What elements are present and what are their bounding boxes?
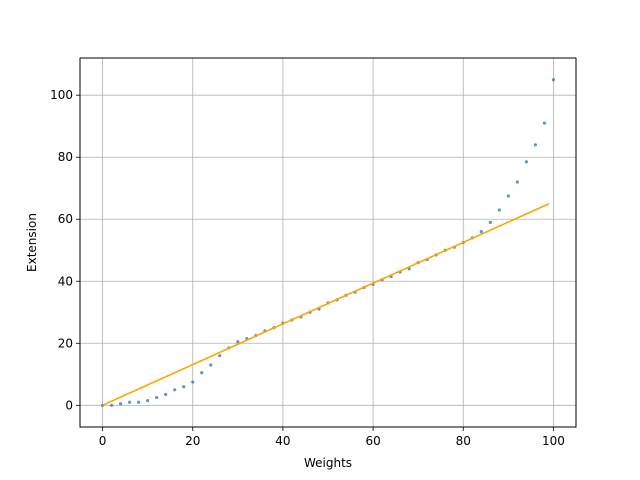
scatter-point [551,78,556,82]
scatter-point [109,403,114,407]
plot-frame [79,57,577,428]
scatter-point [479,230,483,234]
scatter-point [118,402,123,406]
x-tick-label: 20 [185,434,200,448]
scatter-point [155,395,159,400]
scatter-point [506,194,510,198]
scatter-point [542,121,547,125]
x-tick-label: 0 [99,434,107,448]
scatter-point [200,371,204,375]
y-tick-label: 60 [58,212,73,226]
scatter-point [173,388,177,392]
y-tick-label: 20 [58,336,73,350]
scatter-point [128,400,132,404]
scatter-point [209,363,213,367]
scatter-point [164,392,168,397]
scatter-point [236,340,240,344]
x-tick-label: 40 [275,434,290,448]
scatter-point [146,399,150,403]
scatter-point [137,400,141,404]
scatter-point [182,385,186,389]
scatter-point [497,208,501,212]
y-tick-label: 40 [58,274,73,288]
plot-area [100,78,556,407]
y-tick-label: 0 [65,398,73,412]
scatter-point [515,180,519,184]
fit-line [102,203,550,407]
y-tick-label: 100 [50,88,73,102]
x-tick-label: 60 [365,434,380,448]
scatter-point [191,380,195,384]
y-tick-label: 80 [58,150,73,164]
x-tick-label: 100 [542,434,565,448]
scatter-point [533,143,538,147]
scatter-point [218,354,222,358]
x-tick-label: 80 [456,434,471,448]
x-axis-label: Weights [304,456,352,470]
scatter-point [524,160,529,164]
ticks: 0 20 40 60 80 100 0 20 40 60 80 100 [50,88,565,448]
scatter-point [488,220,492,224]
y-axis-label: Extension [25,213,39,272]
